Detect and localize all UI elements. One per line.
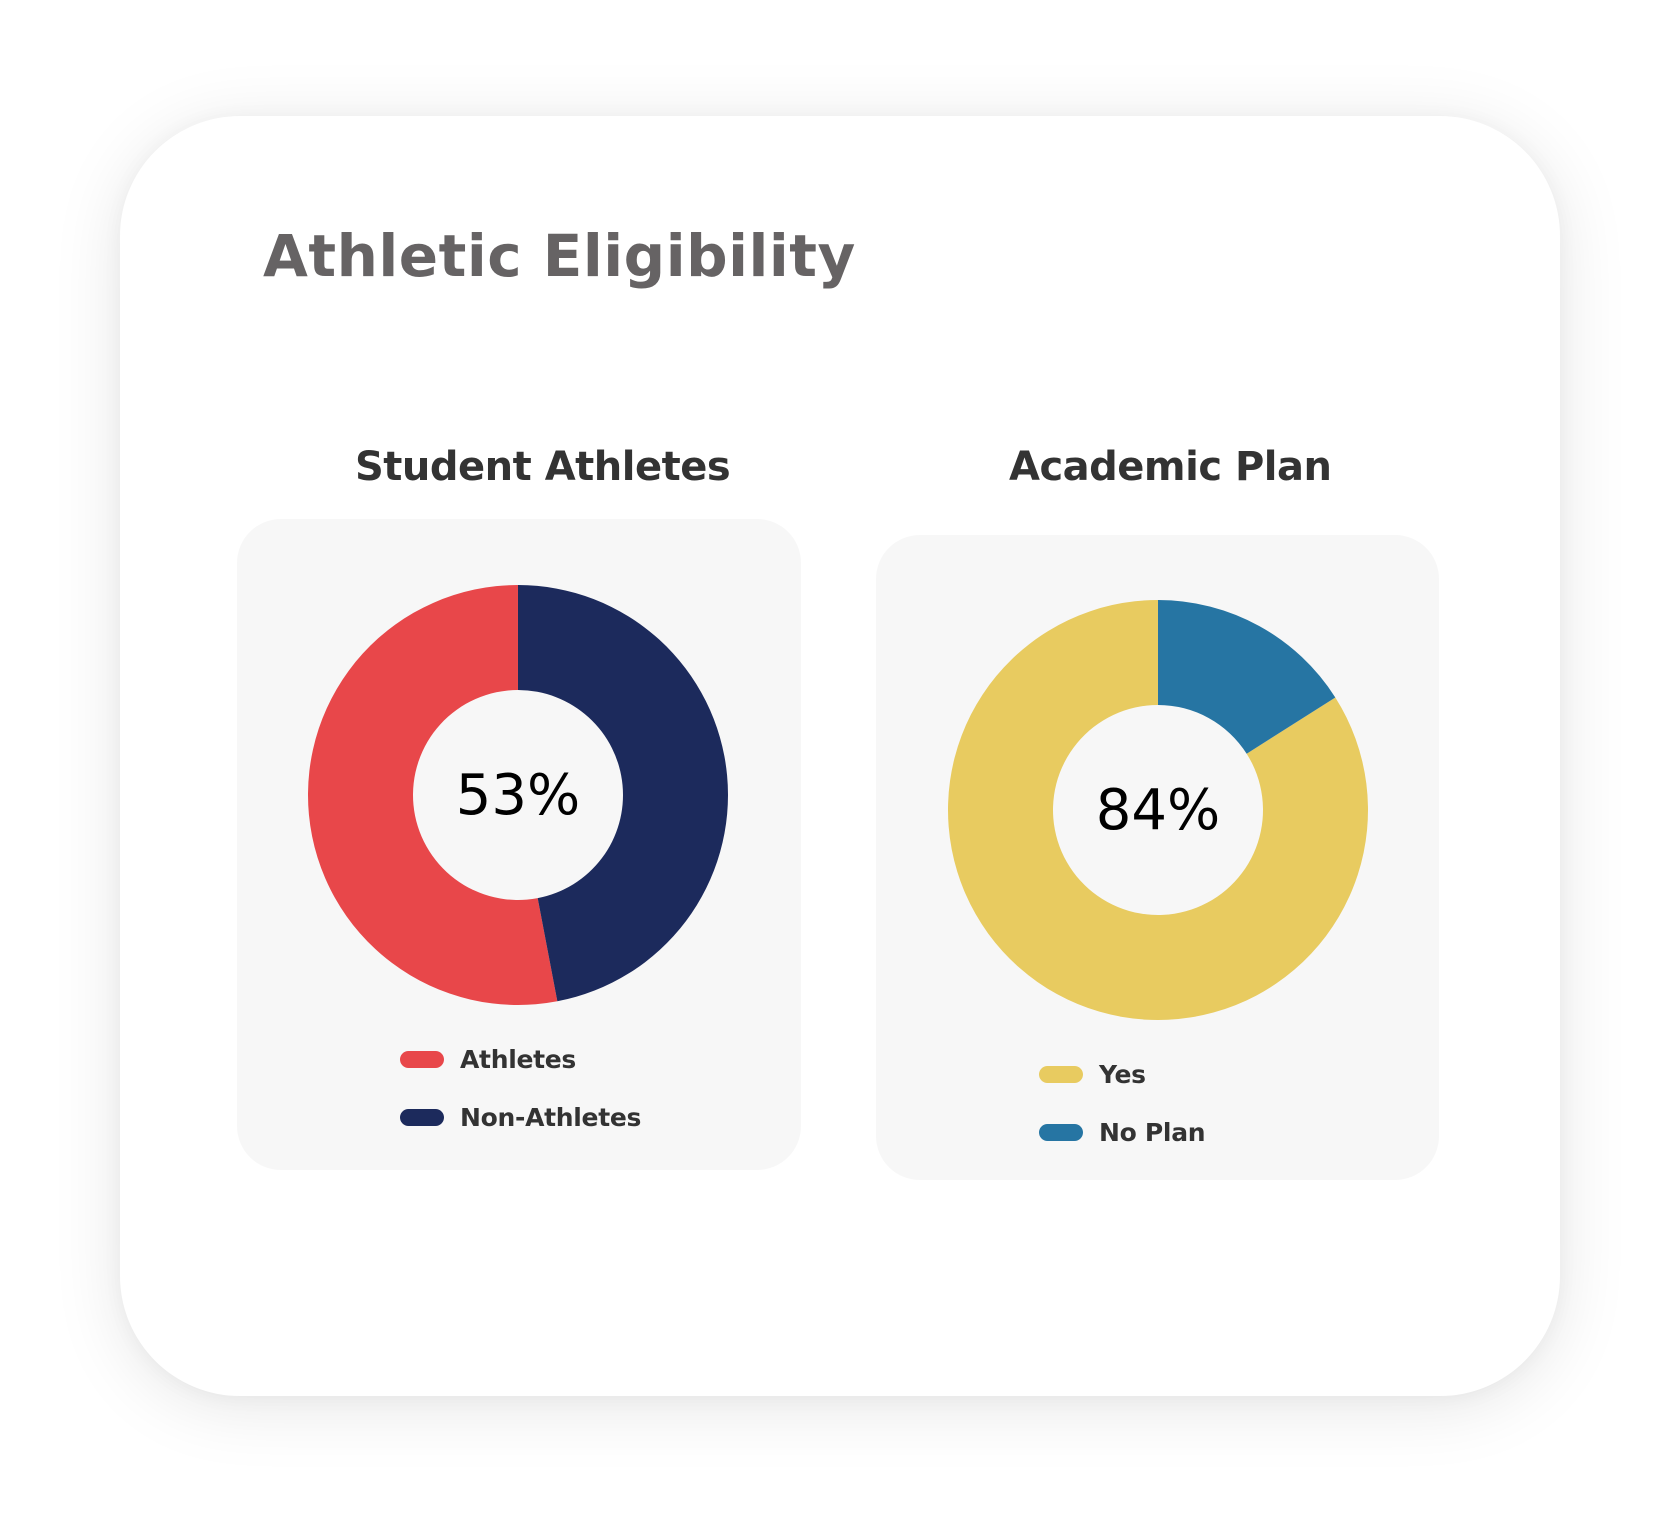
legend-item-athletes[interactable]: Athletes: [400, 1045, 641, 1074]
yes-swatch-icon: [1039, 1065, 1083, 1083]
academic-plan-legend: Yes No Plan: [1039, 1060, 1206, 1147]
athletes-swatch-icon: [400, 1050, 444, 1068]
donut-chart-svg: [948, 600, 1368, 1020]
student-athletes-panel: 53% Athletes Non-Athletes: [237, 519, 801, 1170]
academic-plan-heading: Academic Plan: [1009, 444, 1332, 490]
academic-plan-panel: 84% Yes No Plan: [876, 535, 1439, 1180]
student-athletes-heading: Student Athletes: [355, 444, 731, 490]
slice-athletes[interactable]: [308, 585, 558, 1005]
slice-no-plan[interactable]: [1158, 600, 1336, 754]
athletes-percentage: 53%: [455, 762, 581, 828]
legend-label: Yes: [1099, 1059, 1146, 1089]
legend-label: Athletes: [460, 1044, 577, 1074]
student-athletes-donut: 53%: [308, 585, 728, 1005]
legend-item-no-plan[interactable]: No Plan: [1039, 1118, 1206, 1147]
donut-chart-svg: [308, 585, 728, 1005]
athletic-eligibility-card: Athletic Eligibility Student Athletes 53…: [120, 116, 1560, 1396]
no-plan-swatch-icon: [1039, 1123, 1083, 1141]
non-athletes-swatch-icon: [400, 1108, 444, 1126]
legend-item-yes[interactable]: Yes: [1039, 1060, 1205, 1089]
legend-label: No Plan: [1099, 1117, 1206, 1147]
academic-plan-donut: 84%: [948, 600, 1368, 1020]
card-title: Athletic Eligibility: [263, 222, 856, 290]
legend-item-non-athletes[interactable]: Non-Athletes: [400, 1103, 641, 1132]
student-athletes-legend: Athletes Non-Athletes: [400, 1045, 641, 1132]
slice-non-athletes[interactable]: [518, 585, 728, 1002]
academic-plan-percentage: 84%: [1095, 777, 1221, 843]
legend-label: Non-Athletes: [460, 1102, 642, 1132]
slice-yes[interactable]: [948, 600, 1368, 1020]
